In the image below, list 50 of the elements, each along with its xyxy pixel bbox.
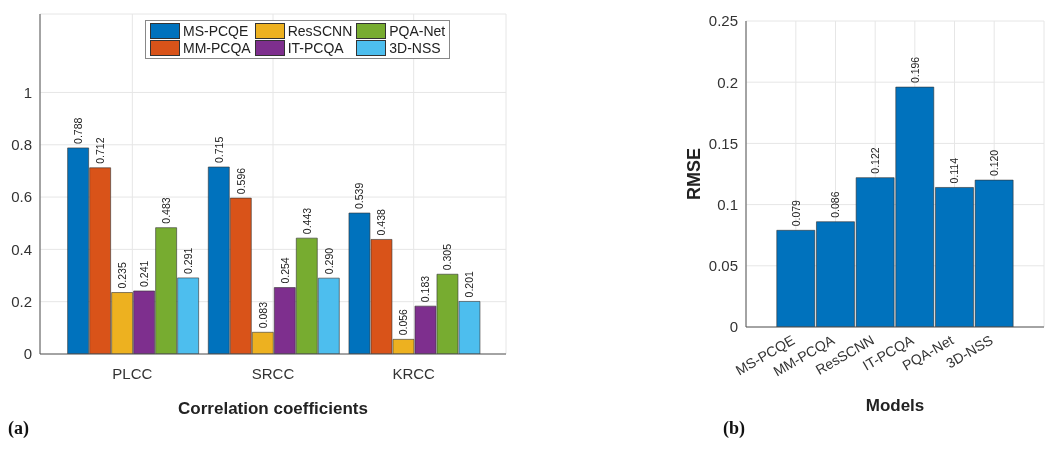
y-tick-label: 0 [729,318,738,336]
data-label: 0.483 [160,197,173,224]
x-tick-label: PLCC [112,364,153,382]
data-label: 0.715 [212,136,225,163]
data-label: 0.305 [441,243,454,271]
y-axis-title: RMSE [684,147,704,201]
data-label: 0.235 [116,262,129,289]
data-label: 0.183 [419,275,432,303]
data-label: 0.539 [353,182,366,210]
y-tick-label: 1 [23,83,32,101]
y-tick-label: 0.05 [708,257,738,275]
data-label: 0.438 [375,209,388,236]
x-tick-label: KRCC [392,364,436,382]
legend-label: IT-PCQA [287,40,344,56]
y-tick-label: 0.1 [717,195,738,213]
legend-label: 3D-NSS [389,40,441,56]
y-tick-label: 0.6 [11,188,32,206]
x-axis-title: Correlation coefficients [178,399,368,418]
data-label: 0.201 [463,270,476,298]
y-tick-label: 0.25 [708,12,738,30]
legend-label: PQA-Net [389,23,446,39]
data-label: 0.086 [829,191,842,218]
y-tick-label: 0.8 [11,136,32,154]
data-label: 0.079 [789,199,802,227]
y-tick-label: 0.2 [717,73,738,91]
data-label: 0.596 [234,167,247,195]
data-label: 0.083 [256,301,269,329]
data-label: 0.443 [300,207,313,235]
data-label: 0.290 [322,247,335,275]
x-axis-title: Models [865,396,925,415]
data-label: 0.114 [948,157,961,184]
legend-label: MS-PCQE [183,23,249,39]
data-label: 0.056 [397,308,410,336]
text: (a) [8,418,29,439]
legend-label: ResSCNN [287,23,353,39]
data-label: 0.241 [138,260,151,287]
data-label: 0.291 [182,247,195,274]
data-label: 0.122 [869,147,882,174]
data-label: 0.712 [94,137,107,164]
data-label: 0.120 [988,149,1001,177]
y-tick-label: 0.15 [708,134,738,152]
data-label: 0.254 [278,257,291,284]
text: (b) [723,418,745,439]
legend-label: MM-PCQA [183,40,251,56]
y-tick-label: 0.2 [11,293,32,311]
data-label: 0.196 [908,56,921,84]
y-tick-label: 0.4 [11,240,32,258]
data-label: 0.788 [72,117,85,144]
y-tick-label: 0 [23,345,32,363]
x-tick-label: SRCC [251,364,295,382]
